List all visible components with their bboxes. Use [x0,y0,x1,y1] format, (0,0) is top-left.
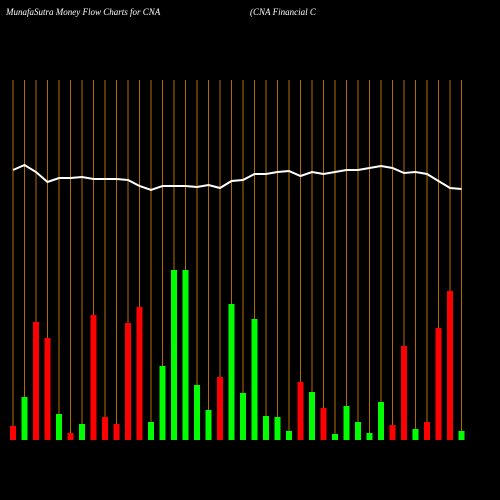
bar [424,422,430,440]
chart-title: MunafaSutra Money Flow Charts for CNA [5,7,161,17]
bar [44,338,51,440]
bar [320,408,327,440]
bar [274,417,281,440]
bar [435,328,442,440]
bar [401,346,407,440]
bar [125,323,131,440]
bar [217,377,223,440]
bar [90,315,97,440]
bar [355,422,361,440]
bar [148,422,154,440]
bar [136,307,143,440]
bar [194,385,200,440]
bar [240,393,246,440]
bar [332,434,338,440]
bar [21,397,28,440]
bar [33,322,39,440]
bar [297,382,304,440]
bar [205,410,212,440]
bar [286,431,292,440]
bar [309,392,315,440]
bar [228,304,235,440]
bar [251,319,258,440]
bar [79,424,85,440]
bar [458,431,465,440]
bar [447,291,453,440]
bar [159,366,166,440]
bar [389,425,396,440]
bar [343,406,350,440]
bar [67,433,74,440]
bar [102,417,108,440]
bar [263,416,269,440]
bar [366,433,373,440]
bar [10,426,16,440]
bar [171,270,177,440]
bar [412,429,419,440]
bar [56,414,62,440]
bar [182,270,189,440]
chart-subtitle: (CNA Financial C [250,7,317,17]
bar [113,424,120,440]
bar [378,402,384,440]
money-flow-line [12,163,462,192]
